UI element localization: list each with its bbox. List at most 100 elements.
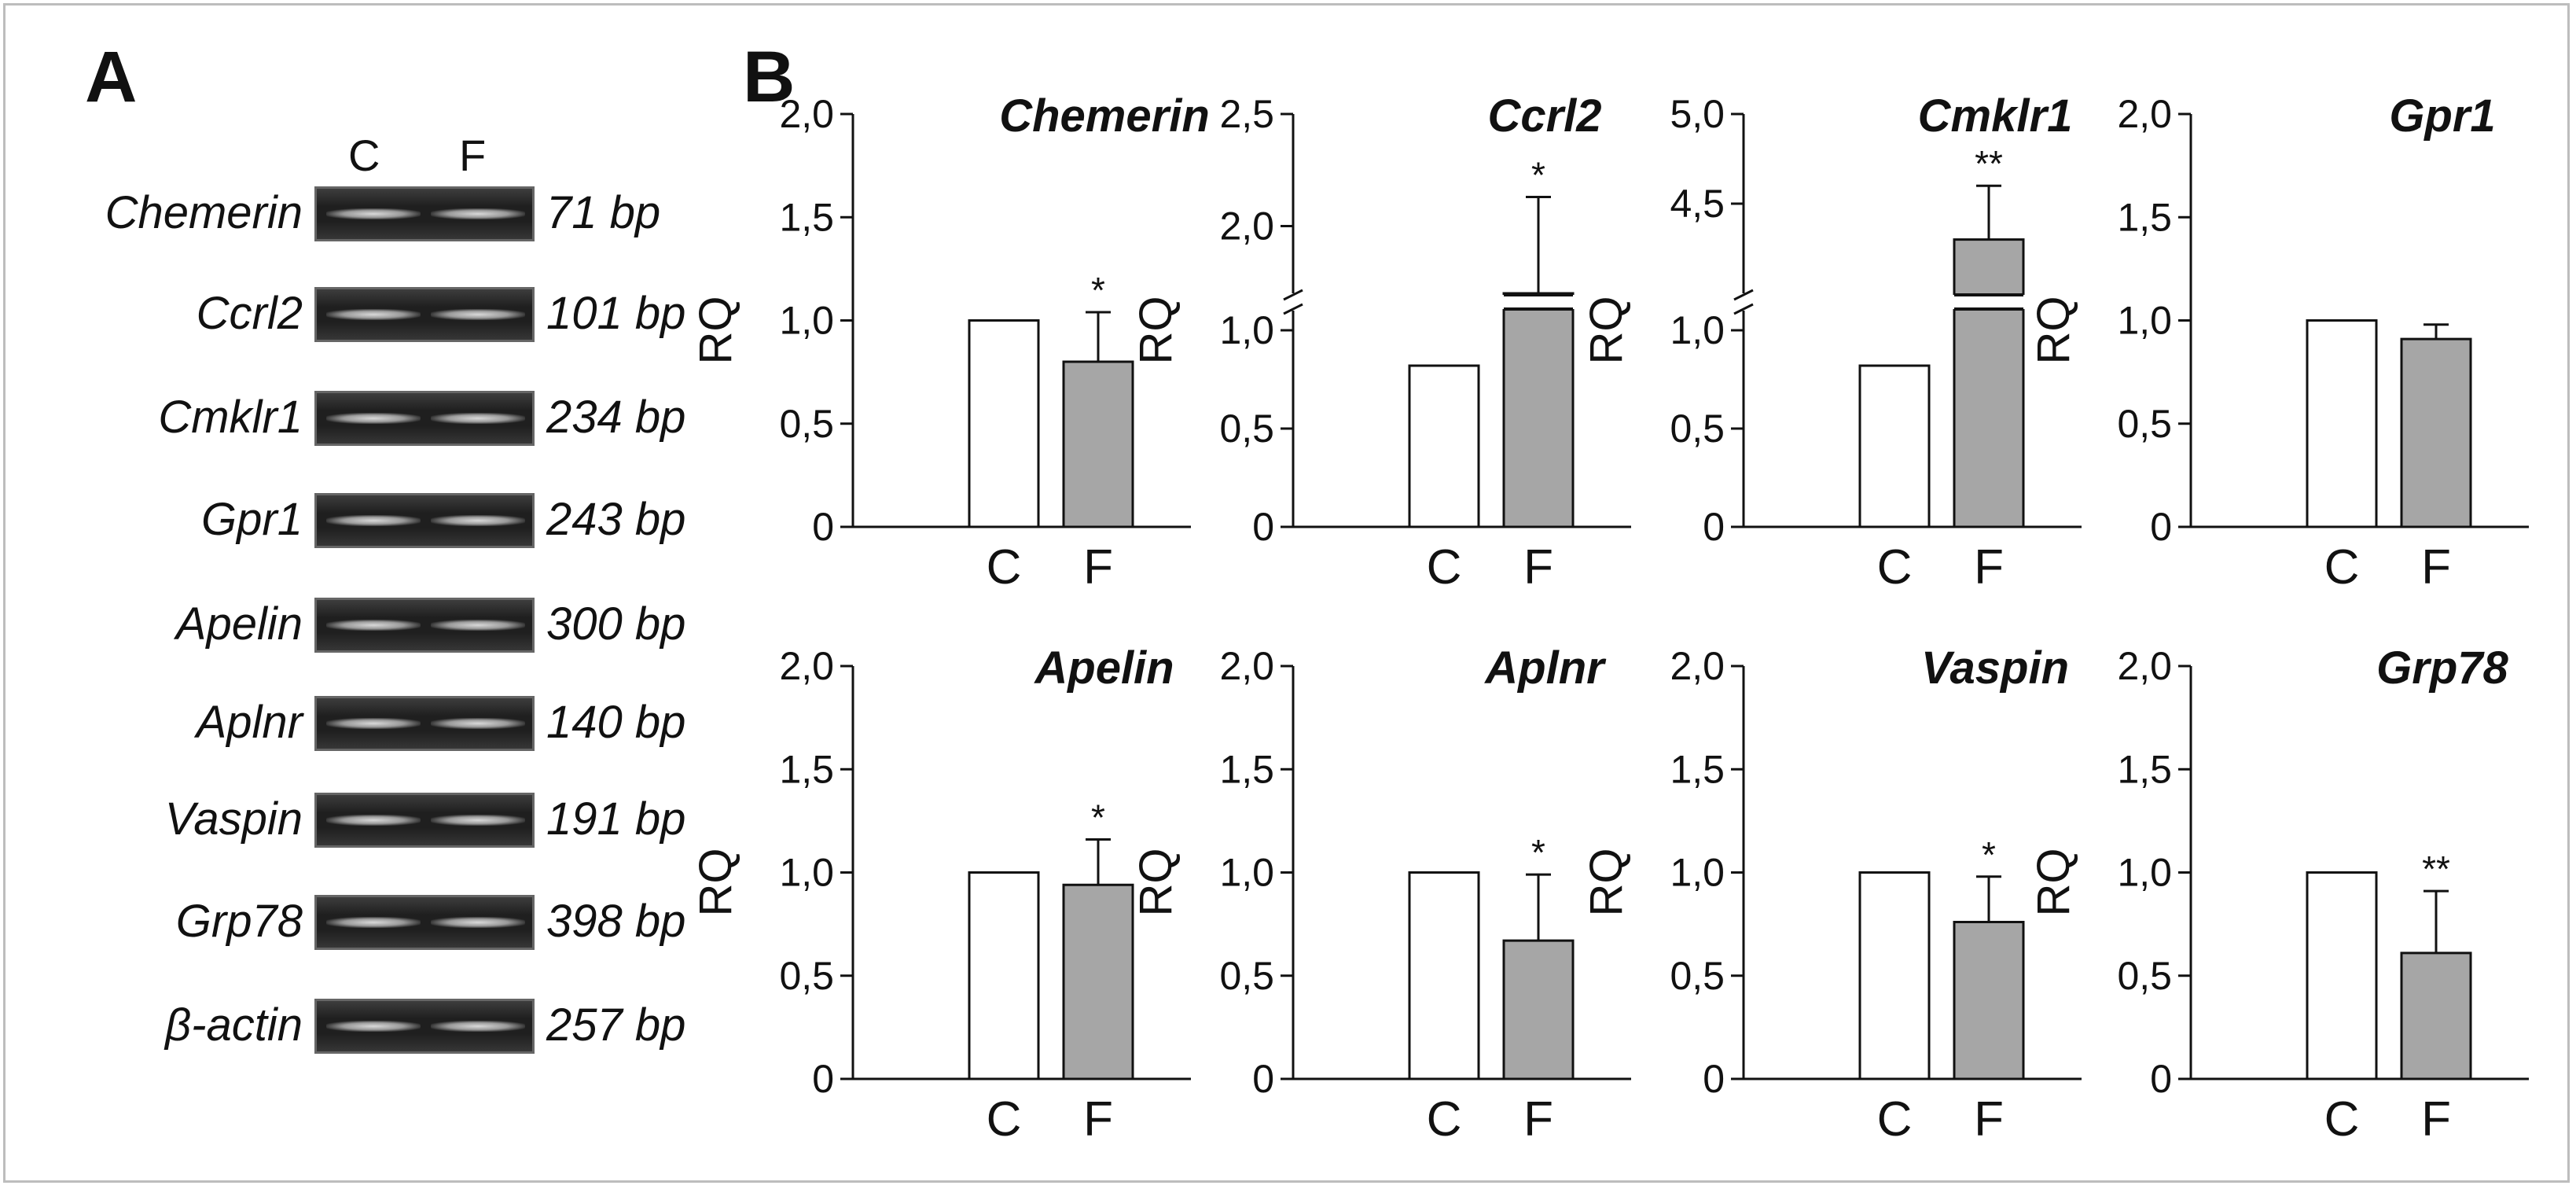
bar-c [1408, 871, 1480, 1080]
axis-break-mark [1733, 303, 1754, 315]
gel-band-size: 398 bp [546, 896, 686, 947]
chart-ccrl2: 0 0,5 1,0 2,0 2,5 RQ Ccrl2 C * F [1130, 90, 1631, 594]
y-tick-label: 1,5 [2117, 195, 2172, 239]
significance-marker: ** [1975, 143, 2003, 184]
x-tick-label: F [1523, 1092, 1553, 1147]
chart-cmklr1: 0 0,5 1,0 4,5 5,0 RQ Cmklr1 C ** F [1581, 90, 2082, 594]
y-tick-label: 1,0 [1219, 851, 1274, 895]
y-tick-label: 1,5 [779, 747, 834, 791]
x-tick-label: C [1427, 540, 1462, 594]
y-axis-label: RQ [2028, 296, 2079, 365]
gel-gene-label: Vaspin [164, 793, 303, 845]
y-tick-label: 0 [812, 505, 834, 549]
x-tick-label: F [2421, 1092, 2451, 1147]
gel-band [431, 917, 525, 928]
y-axis-label: RQ [1581, 848, 1632, 917]
y-tick-label: 1,5 [1219, 747, 1274, 791]
y-tick-label: 0,5 [1219, 954, 1274, 998]
y-tick-label: 4,5 [1670, 182, 1725, 226]
y-tick-label: 0 [1703, 1057, 1725, 1101]
bar-f [2400, 952, 2472, 1080]
gel-band [326, 208, 421, 219]
bar-c [1858, 871, 1931, 1080]
bar-break-gap [1502, 295, 1575, 309]
gel-strip [314, 493, 535, 548]
axis-break-mark [1733, 289, 1754, 301]
y-tick-label: 2,0 [1219, 644, 1274, 688]
gel-band [326, 718, 421, 729]
chart-title: Aplnr [1483, 642, 1607, 694]
gel-strip [314, 999, 535, 1054]
y-tick-label: 1,0 [1670, 851, 1725, 895]
y-tick-label: 1,0 [1670, 308, 1725, 352]
gel-gene-label: Cmklr1 [158, 392, 303, 443]
gel-band [431, 815, 525, 826]
gel-band-size: 257 bp [546, 999, 686, 1051]
y-tick-label: 0,5 [779, 954, 834, 998]
x-tick-label: C [1877, 1092, 1913, 1147]
bar-f [1502, 292, 1575, 528]
gel-lane-f-label: F [459, 131, 487, 180]
x-tick-label: C [987, 1092, 1022, 1147]
chart-gpr1: 0 0,5 1,0 1,5 2,0 RQ Gpr1 C F [2028, 90, 2529, 594]
gel-band [431, 515, 525, 526]
y-tick-label: 0,5 [1670, 954, 1725, 998]
y-tick-label: 1,0 [779, 851, 834, 895]
bar-f [1953, 921, 2025, 1080]
x-tick-label: F [1083, 1092, 1113, 1147]
chart-title: Ccrl2 [1487, 90, 1601, 142]
gel-band-size: 234 bp [546, 392, 686, 443]
chart-title: Chemerin [999, 90, 1210, 142]
gel-band [431, 413, 525, 424]
significance-marker: * [1091, 797, 1105, 838]
gel-gene-label: Grp78 [175, 896, 303, 947]
y-tick-label: 2,0 [779, 92, 834, 136]
significance-marker: ** [2422, 848, 2450, 889]
chart-grp78: 0 0,5 1,0 1,5 2,0 RQ Grp78 C ** F [2028, 642, 2529, 1147]
gel-band-size: 243 bp [546, 494, 686, 545]
x-tick-label: C [2324, 1092, 2360, 1147]
gel-band [326, 620, 421, 631]
y-tick-label: 2,0 [779, 644, 834, 688]
x-tick-label: F [2421, 540, 2451, 594]
gel-gene-label: β-actin [165, 999, 303, 1051]
bar-break-gap [1953, 295, 2025, 309]
y-axis-label: RQ [690, 848, 741, 917]
x-tick-label: C [1427, 1092, 1462, 1147]
gel-strip [314, 598, 535, 653]
chart-title: Gpr1 [2389, 90, 2495, 142]
gel-band [431, 309, 525, 320]
gel-strip [314, 287, 535, 342]
gel-band-size: 101 bp [546, 288, 686, 339]
bar-f [1062, 360, 1134, 528]
x-tick-label: C [2324, 540, 2360, 594]
x-tick-label: F [1974, 1092, 2004, 1147]
y-tick-label: 0 [1252, 505, 1274, 549]
y-tick-label: 0 [1252, 1057, 1274, 1101]
gel-band-size: 140 bp [546, 697, 686, 748]
y-tick-label: 0 [2150, 505, 2172, 549]
axis-break-mark [1283, 289, 1303, 301]
gel-band [326, 413, 421, 424]
panel-b-label: B [743, 37, 796, 117]
gel-gene-label: Ccrl2 [196, 288, 303, 339]
gel-strip [314, 696, 535, 751]
y-tick-label: 1,0 [2117, 851, 2172, 895]
gel-strip [314, 895, 535, 950]
bar-c [968, 319, 1040, 528]
axis-break-mark [1283, 303, 1303, 315]
gel-band [431, 208, 525, 219]
significance-marker: * [1091, 270, 1105, 311]
y-axis-label: RQ [2028, 848, 2079, 917]
y-tick-label: 1,5 [1670, 747, 1725, 791]
y-axis-label: RQ [690, 296, 741, 365]
y-tick-label: 0,5 [2117, 954, 2172, 998]
bar-c [2306, 319, 2378, 528]
y-tick-label: 2,5 [1219, 92, 1274, 136]
gel-band [326, 309, 421, 320]
x-tick-label: F [1083, 540, 1113, 594]
y-tick-label: 2,0 [1670, 644, 1725, 688]
bar-c [2306, 871, 2378, 1080]
y-axis-label: RQ [1130, 296, 1181, 365]
